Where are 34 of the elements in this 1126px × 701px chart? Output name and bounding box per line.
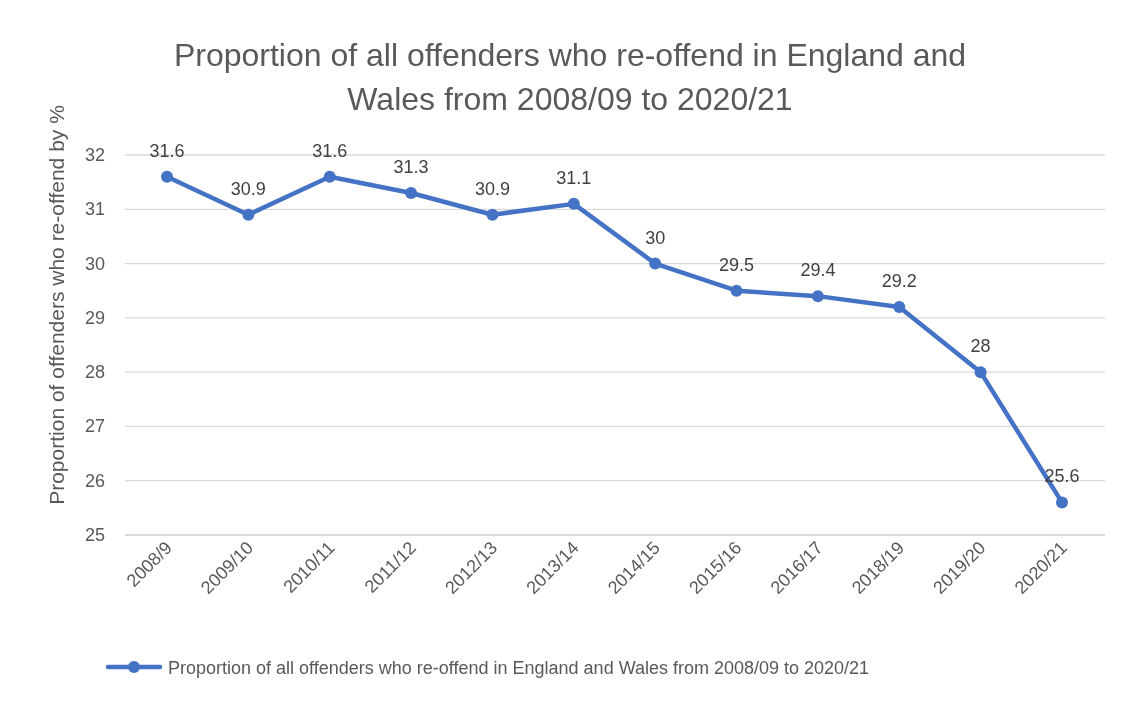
y-tick-label: 28 [84,362,105,383]
y-axis-title: Proportion of offenders who re-offend by % [45,105,68,505]
data-label: 29.2 [881,271,917,291]
data-label: 28 [970,336,991,357]
point [323,170,336,183]
data-label: 30 [645,227,666,248]
data-label: 31.6 [149,140,185,161]
y-tick-label: 32 [84,145,105,165]
point [242,208,255,221]
data-label: 31.3 [393,157,429,177]
point [161,170,173,183]
y-tick-label: 26 [84,470,105,491]
y-tick-label: 25 [84,525,105,545]
point [974,366,987,379]
data-label: 30.9 [474,178,510,199]
data-label: 31.6 [312,140,348,161]
point [486,208,499,221]
y-tick-label: 27 [84,416,105,437]
point [811,290,824,303]
legend-label: Proportion of all offenders who re-offend in England and Wales from 2008/09 to 2020/21 [168,658,870,678]
data-label: 29.4 [800,260,836,281]
y-tick-label: 31 [84,199,105,220]
point [893,301,906,313]
data-label: 29.5 [719,254,755,275]
y-tick-label: 30 [84,253,105,274]
y-tick-label: 29 [84,307,105,328]
point [649,257,662,270]
chart-title: Proportion of all offenders who re-offend in England and Wales from 2008/09 to 2020/21 [173,37,967,117]
point [567,197,580,210]
point [1056,496,1068,509]
data-label: 30.9 [230,178,266,199]
point [730,284,743,297]
point [405,187,418,199]
data-label: 31.1 [556,167,592,188]
